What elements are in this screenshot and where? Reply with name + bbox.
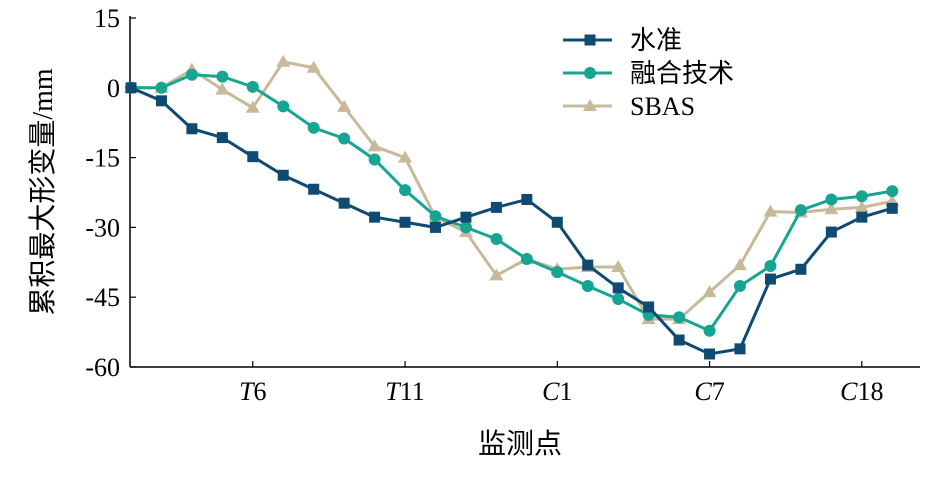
- data-point: [551, 266, 564, 279]
- x-tick-label: T11: [385, 377, 425, 406]
- series-group: [124, 54, 900, 360]
- data-point: [520, 253, 533, 266]
- data-point: [794, 204, 807, 217]
- data-point: [734, 343, 746, 355]
- series-line: [131, 60, 893, 321]
- data-point: [673, 311, 686, 324]
- data-point: [307, 121, 320, 134]
- data-point: [185, 68, 198, 81]
- data-point: [399, 216, 411, 228]
- y-tick-label: 15: [94, 4, 120, 33]
- data-point: [459, 221, 472, 234]
- data-point: [733, 258, 747, 271]
- data-point: [246, 80, 259, 93]
- data-point: [215, 82, 230, 95]
- data-point: [306, 60, 321, 73]
- data-point: [734, 280, 746, 293]
- series-triangle: [124, 54, 900, 325]
- series-line: [131, 73, 893, 333]
- data-point: [703, 324, 716, 337]
- data-point: [125, 82, 137, 94]
- data-point: [764, 260, 777, 273]
- data-point: [856, 211, 868, 223]
- data-point: [582, 259, 594, 271]
- axes: 15 0 -15 -30 -45 -60 T6 T11 C1 C7 C18: [85, 4, 920, 406]
- data-point: [489, 268, 504, 281]
- data-point: [277, 100, 290, 113]
- data-point: [825, 226, 837, 238]
- legend-label: 水准: [630, 26, 682, 55]
- data-point: [490, 233, 503, 246]
- data-point: [551, 216, 563, 228]
- data-point: [490, 201, 502, 213]
- data-point: [854, 200, 869, 213]
- legend-marker: [584, 67, 596, 79]
- data-point: [247, 151, 259, 163]
- legend-label: SBAS: [630, 92, 695, 121]
- data-point: [367, 139, 382, 152]
- series-square: [125, 82, 898, 360]
- x-tick-label: C1: [542, 377, 572, 406]
- y-tick-label: -15: [85, 144, 120, 173]
- data-point: [155, 95, 167, 107]
- data-point: [399, 184, 412, 197]
- x-axis-label: 监测点: [478, 428, 562, 460]
- y-axis-label: 累积最大形变量/mm: [27, 68, 59, 316]
- data-point: [764, 273, 776, 285]
- data-point: [277, 169, 289, 181]
- y-tick-label: 0: [107, 74, 120, 103]
- data-point: [216, 70, 229, 83]
- data-point: [763, 204, 778, 217]
- legend-marker: [584, 34, 596, 46]
- data-point: [338, 132, 351, 145]
- data-point: [276, 54, 291, 67]
- x-tick-label: C7: [694, 377, 724, 406]
- data-point: [673, 334, 685, 346]
- data-point: [886, 185, 899, 198]
- data-point: [245, 100, 260, 113]
- legend-label: 融合技术: [630, 59, 734, 88]
- data-point: [611, 259, 626, 272]
- data-point: [369, 211, 381, 223]
- y-tick-label: -60: [85, 353, 120, 382]
- series-line: [130, 86, 893, 356]
- data-point: [337, 99, 352, 112]
- data-point: [308, 183, 320, 195]
- data-point: [795, 263, 807, 275]
- data-point: [643, 301, 655, 313]
- x-tick-label: C18: [840, 377, 883, 406]
- data-point: [429, 210, 442, 223]
- data-point: [521, 193, 533, 205]
- data-point: [704, 348, 716, 360]
- data-point: [216, 132, 228, 144]
- legend-marker: [583, 99, 597, 111]
- data-point: [886, 202, 898, 214]
- y-tick-label: -45: [85, 283, 120, 312]
- data-point: [460, 211, 472, 223]
- data-point: [855, 190, 868, 203]
- data-point: [430, 221, 441, 233]
- data-point: [338, 197, 350, 209]
- data-point: [612, 293, 625, 306]
- data-point: [612, 282, 624, 294]
- y-tick-label: -30: [85, 213, 120, 242]
- data-point: [368, 153, 381, 166]
- data-point: [702, 285, 717, 298]
- data-point: [398, 150, 413, 163]
- data-point: [825, 193, 838, 206]
- x-tick-label: T6: [239, 377, 266, 406]
- data-point: [581, 280, 594, 293]
- data-point: [824, 202, 839, 215]
- data-point: [155, 81, 168, 94]
- data-point: [186, 123, 198, 135]
